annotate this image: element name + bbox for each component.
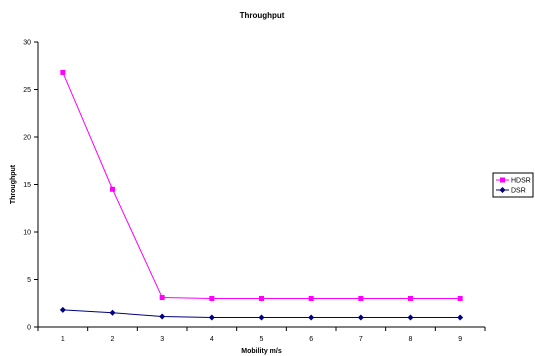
y-tick-label: 10 bbox=[23, 230, 31, 237]
data-point bbox=[357, 314, 364, 321]
legend-item-hdsr: HDSR bbox=[496, 177, 531, 185]
x-tick-label: 2 bbox=[111, 336, 115, 343]
data-point bbox=[159, 295, 165, 301]
x-tick-label: 3 bbox=[160, 336, 164, 343]
data-point bbox=[109, 309, 116, 316]
data-point bbox=[208, 314, 215, 321]
data-point bbox=[308, 296, 314, 301]
x-axis-title: Mobility m/s bbox=[241, 348, 282, 355]
y-axis-ticks: 0 5 10 15 20 25 30 bbox=[23, 40, 38, 332]
legend-label: HDSR bbox=[511, 178, 531, 185]
x-tick-label: 7 bbox=[359, 336, 363, 343]
x-axis-ticks: 1 2 3 4 5 6 7 8 9 bbox=[37, 327, 486, 343]
data-point bbox=[110, 186, 115, 192]
y-tick-label: 20 bbox=[23, 135, 31, 142]
chart-title: Throughput bbox=[240, 11, 285, 20]
series-line-hdsr bbox=[62, 72, 461, 299]
data-point bbox=[59, 306, 66, 313]
data-point bbox=[308, 314, 315, 321]
y-tick-label: 25 bbox=[23, 87, 31, 94]
data-point bbox=[60, 69, 66, 75]
series-dsr bbox=[59, 306, 464, 321]
y-tick-label: 30 bbox=[23, 40, 31, 47]
x-tick-label: 5 bbox=[260, 336, 264, 343]
data-point bbox=[408, 296, 413, 301]
data-point bbox=[358, 296, 364, 301]
legend-box bbox=[492, 172, 534, 198]
x-tick-label: 6 bbox=[309, 336, 313, 343]
legend-marker bbox=[500, 177, 505, 183]
x-tick-label: 9 bbox=[458, 336, 462, 343]
legend: HDSR DSR bbox=[492, 172, 534, 198]
data-point bbox=[457, 314, 464, 321]
data-point bbox=[457, 296, 463, 301]
legend-label: DSR bbox=[511, 188, 526, 195]
series-hdsr bbox=[60, 69, 463, 301]
y-tick-label: 5 bbox=[27, 277, 31, 284]
y-tick-label: 15 bbox=[23, 182, 31, 189]
legend-marker bbox=[499, 187, 506, 193]
data-point bbox=[159, 313, 166, 320]
x-tick-label: 1 bbox=[61, 336, 65, 343]
data-point bbox=[407, 314, 414, 321]
x-tick-label: 8 bbox=[409, 336, 413, 343]
legend-item-dsr: DSR bbox=[496, 187, 526, 195]
x-tick-label: 4 bbox=[210, 336, 214, 343]
y-axis-title: Throughput bbox=[10, 164, 17, 204]
data-point bbox=[209, 296, 215, 301]
data-point bbox=[258, 314, 265, 321]
data-point bbox=[259, 296, 264, 301]
y-tick-label: 0 bbox=[27, 325, 31, 332]
plot-area bbox=[59, 69, 464, 321]
